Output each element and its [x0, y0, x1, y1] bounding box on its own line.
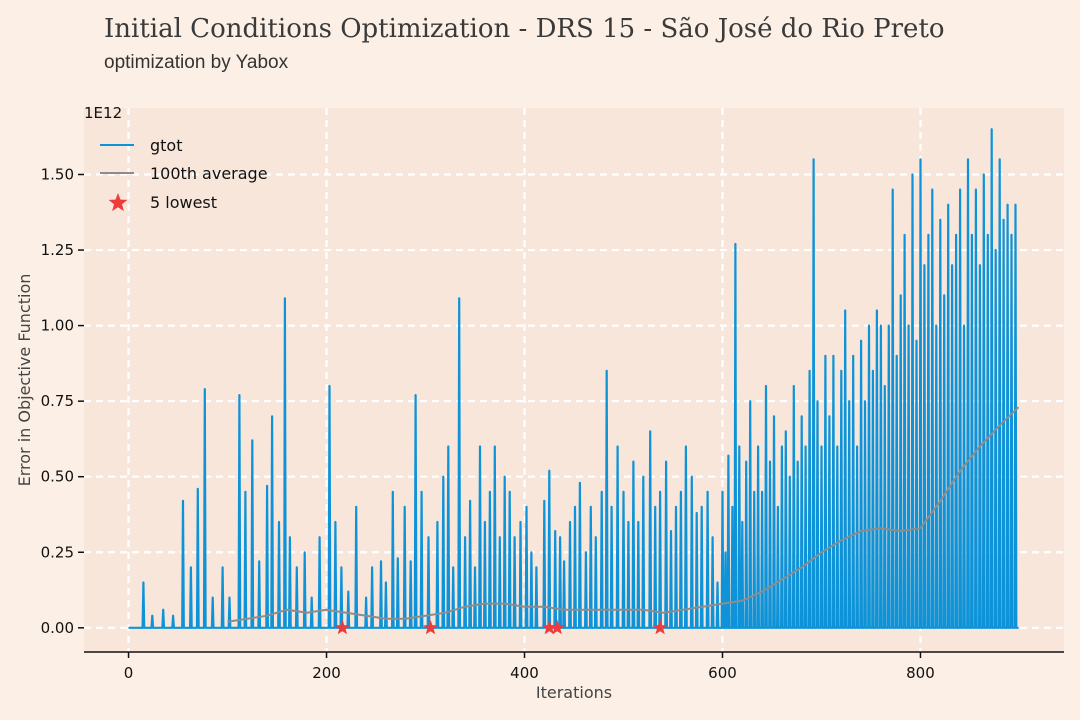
- legend-label: 5 lowest: [150, 193, 217, 212]
- lowest-point-star: [541, 619, 557, 635]
- y-tick-label: 0.25: [41, 543, 74, 561]
- lowest-point-star: [549, 619, 565, 635]
- y-tick-label: 0.00: [41, 619, 74, 637]
- legend-star-icon: [108, 193, 128, 212]
- y-axis-label: Error in Objective Function: [15, 274, 34, 487]
- chart-subtitle: optimization by Yabox: [104, 52, 289, 73]
- lowest-point-star: [652, 619, 668, 635]
- y-tick-label: 1.50: [41, 165, 74, 183]
- legend-label: 100th average: [150, 164, 268, 183]
- y-tick-label: 0.75: [41, 392, 74, 410]
- x-tick-label: 200: [312, 664, 341, 682]
- axes: 0 200 400 600 800 0.00 0.25 0.50 0.75 1.00 1.25 1.5…: [41, 165, 1064, 682]
- series-5-lowest: [334, 619, 668, 635]
- y-scale-label: 1E12: [84, 104, 122, 122]
- chart-title: Initial Conditions Optimization - DRS 15…: [104, 14, 945, 44]
- y-tick-label: 1.00: [41, 317, 74, 335]
- legend-label: gtot: [150, 136, 183, 155]
- series-100th-average: [227, 406, 1020, 623]
- x-tick-label: 800: [906, 664, 935, 682]
- y-tick-label: 1.25: [41, 241, 74, 259]
- lowest-point-star: [422, 619, 439, 635]
- lowest-point-star: [334, 619, 350, 635]
- series-gtot: [128, 128, 1019, 629]
- x-tick-label: 400: [510, 664, 539, 682]
- gtot-line: [128, 128, 1019, 629]
- average-line: [227, 406, 1020, 623]
- x-tick-label: 0: [124, 664, 134, 682]
- legend: gtot 100th average 5 lowest: [100, 136, 268, 212]
- y-tick-label: 0.50: [41, 468, 74, 486]
- x-tick-label: 600: [708, 664, 737, 682]
- x-axis-label: Iterations: [536, 683, 612, 702]
